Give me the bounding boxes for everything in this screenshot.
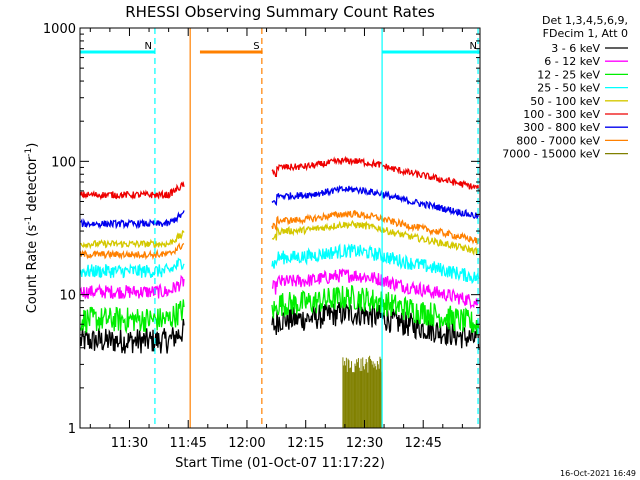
x-tick-label: 12:15 [287, 436, 324, 451]
plot-frame [79, 27, 481, 429]
legend-label: 300 - 800 keV [523, 121, 600, 134]
x-tick-label: 11:45 [169, 436, 206, 451]
series-line-pre [79, 257, 185, 279]
series-line-post [271, 219, 480, 256]
x-axis-label: Start Time (01-Oct-07 11:17:22) [175, 456, 385, 471]
chart-title: RHESSI Observing Summary Count Rates [125, 3, 435, 21]
series-line-post [271, 155, 480, 192]
legend-label: 7000 - 15000 keV [502, 148, 600, 161]
series-line-post [271, 243, 480, 285]
y-tick-label: 1 [68, 422, 76, 437]
x-tick-label: 12:00 [228, 436, 265, 451]
legend-header-line-1: Det 1,3,4,5,6,9, [542, 14, 628, 27]
series-line-pre [79, 299, 185, 334]
series-line-pre [79, 318, 185, 354]
x-tick-label: 11:30 [111, 436, 148, 451]
x-tick-label: 12:30 [346, 436, 383, 451]
annotation-layer: N NS [80, 28, 480, 428]
legend-label: 100 - 300 keV [523, 108, 600, 121]
footer-timestamp: 16-Oct-2021 16:49 [560, 469, 636, 478]
annotation-label: N [470, 41, 477, 52]
legend-label: 6 - 12 keV [544, 55, 600, 68]
series-line-post [271, 302, 480, 351]
legend-label: 3 - 6 keV [551, 42, 600, 55]
y-tick-label: 10 [59, 289, 76, 304]
series-layer [79, 155, 480, 428]
series-line-post [271, 268, 480, 310]
axis-layer: 1000 100 10 1 11:30 11:45 12:00 12:15 12:30 12:45 [43, 22, 480, 451]
x-tick-label: 12:45 [404, 436, 441, 451]
series-line-pre [79, 242, 185, 261]
legend-label: 12 - 25 keV [537, 68, 600, 81]
series-line-post [271, 209, 480, 246]
legend: Det 1,3,4,5,6,9, FDecim 1, Att 0 3 - 6 k… [502, 14, 628, 161]
legend-header-line-2: FDecim 1, Att 0 [543, 27, 628, 40]
legend-label: 800 - 7000 keV [516, 134, 600, 147]
series-line-pre [79, 181, 185, 201]
series-line-post [271, 285, 480, 335]
annotation-label: N [144, 41, 151, 52]
y-tick-label: 100 [51, 155, 76, 170]
series-line-pre [80, 210, 185, 230]
annotation-label: S [253, 41, 259, 52]
legend-label: 50 - 100 keV [530, 95, 600, 108]
series-line-pre [80, 230, 185, 250]
series-line-pre [79, 274, 185, 300]
legend-label: 25 - 50 keV [537, 82, 600, 95]
y-tick-label: 1000 [43, 22, 76, 37]
y-axis-label: Count Rate (s-1 detector-1) [24, 143, 40, 314]
series-line-post [271, 184, 480, 219]
